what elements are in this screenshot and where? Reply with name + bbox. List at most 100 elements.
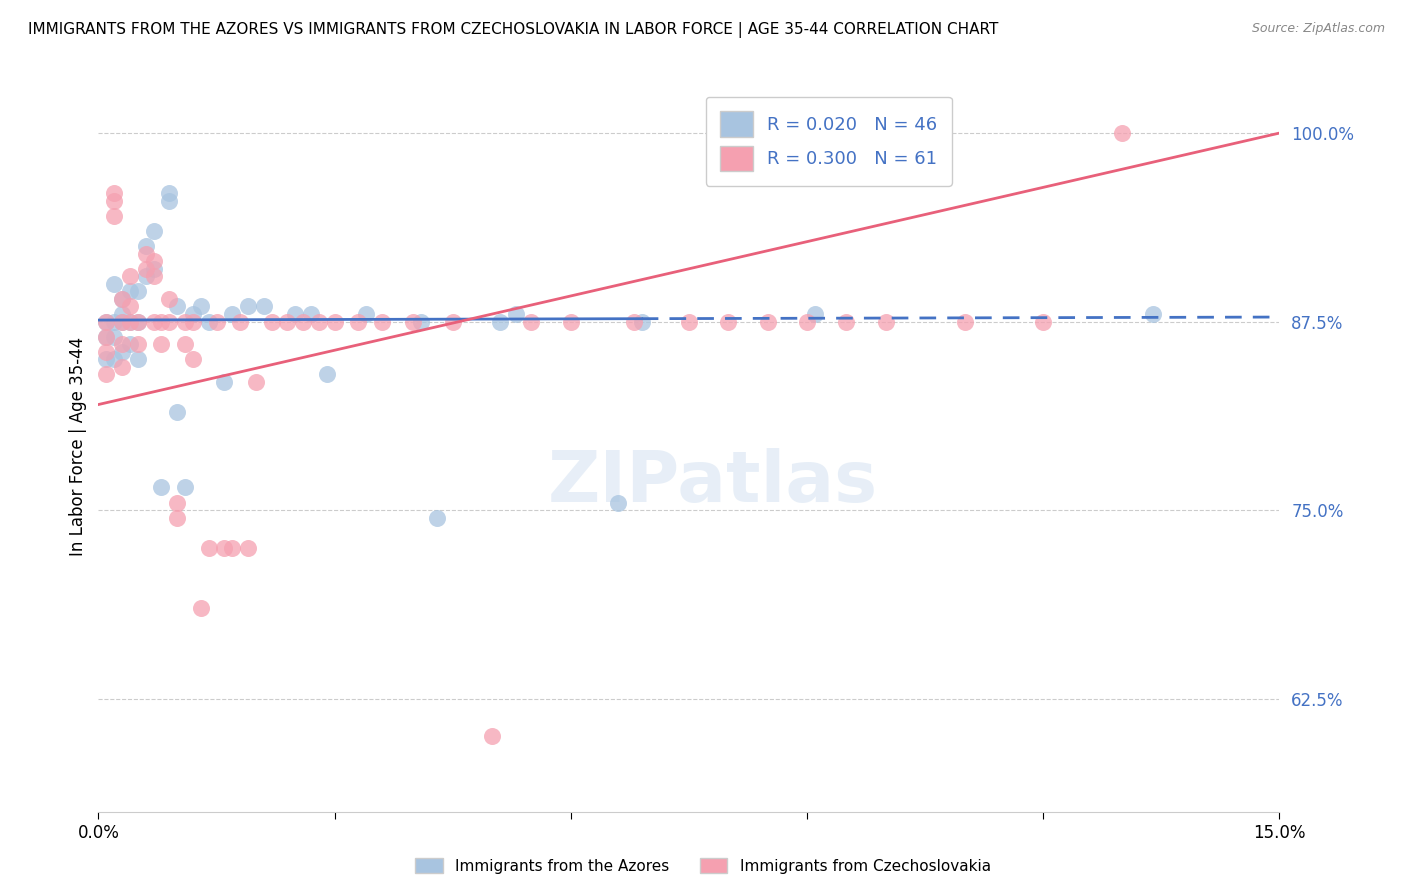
- Point: [796, 315, 818, 329]
- Legend: Immigrants from the Azores, Immigrants from Czechoslovakia: Immigrants from the Azores, Immigrants f…: [409, 852, 997, 880]
- Legend: R = 0.020   N = 46, R = 0.300   N = 61: R = 0.020 N = 46, R = 0.300 N = 61: [706, 96, 952, 186]
- Text: Source: ZipAtlas.com: Source: ZipAtlas.com: [1251, 22, 1385, 36]
- Point: [354, 307, 377, 321]
- Point: [135, 239, 157, 253]
- Point: [127, 337, 149, 351]
- Point: [166, 300, 188, 314]
- Point: [221, 307, 243, 321]
- Point: [103, 352, 125, 367]
- Point: [166, 495, 188, 509]
- Point: [489, 315, 512, 329]
- Point: [253, 300, 276, 314]
- Point: [875, 315, 897, 329]
- Point: [118, 337, 141, 351]
- Point: [118, 300, 141, 314]
- Point: [284, 307, 307, 321]
- Point: [111, 337, 134, 351]
- Point: [118, 269, 141, 284]
- Point: [96, 329, 118, 343]
- Point: [142, 254, 165, 268]
- Point: [118, 315, 141, 329]
- Point: [142, 269, 165, 284]
- Point: [103, 186, 125, 201]
- Point: [111, 315, 134, 329]
- Point: [1032, 315, 1054, 329]
- Point: [157, 315, 180, 329]
- Point: [150, 337, 173, 351]
- Point: [127, 285, 149, 299]
- Point: [520, 315, 543, 329]
- Point: [560, 315, 582, 329]
- Point: [103, 194, 125, 208]
- Point: [426, 510, 449, 524]
- Point: [96, 329, 118, 343]
- Point: [245, 375, 267, 389]
- Point: [166, 510, 188, 524]
- Point: [118, 285, 141, 299]
- Point: [111, 359, 134, 374]
- Point: [260, 315, 283, 329]
- Point: [96, 368, 118, 382]
- Point: [505, 307, 527, 321]
- Point: [111, 292, 134, 306]
- Point: [103, 329, 125, 343]
- Point: [717, 315, 740, 329]
- Point: [678, 315, 700, 329]
- Text: IMMIGRANTS FROM THE AZORES VS IMMIGRANTS FROM CZECHOSLOVAKIA IN LABOR FORCE | AG: IMMIGRANTS FROM THE AZORES VS IMMIGRANTS…: [28, 22, 998, 38]
- Point: [157, 292, 180, 306]
- Point: [111, 344, 134, 359]
- Point: [276, 315, 298, 329]
- Point: [118, 315, 141, 329]
- Point: [157, 194, 180, 208]
- Point: [157, 186, 180, 201]
- Point: [323, 315, 346, 329]
- Point: [127, 315, 149, 329]
- Point: [181, 315, 204, 329]
- Point: [135, 261, 157, 276]
- Point: [481, 729, 503, 743]
- Point: [229, 315, 252, 329]
- Point: [96, 344, 118, 359]
- Point: [174, 480, 197, 494]
- Point: [111, 307, 134, 321]
- Point: [127, 352, 149, 367]
- Point: [181, 307, 204, 321]
- Point: [103, 209, 125, 223]
- Point: [756, 315, 779, 329]
- Point: [607, 495, 630, 509]
- Point: [623, 315, 645, 329]
- Point: [236, 300, 259, 314]
- Point: [299, 307, 322, 321]
- Point: [96, 315, 118, 329]
- Point: [142, 224, 165, 238]
- Point: [181, 352, 204, 367]
- Point: [630, 315, 652, 329]
- Text: ZIPatlas: ZIPatlas: [547, 448, 877, 517]
- Point: [96, 315, 118, 329]
- Point: [142, 315, 165, 329]
- Point: [111, 292, 134, 306]
- Point: [127, 315, 149, 329]
- Point: [205, 315, 228, 329]
- Y-axis label: In Labor Force | Age 35-44: In Labor Force | Age 35-44: [69, 336, 87, 556]
- Point: [1111, 126, 1133, 140]
- Point: [236, 541, 259, 555]
- Point: [135, 246, 157, 260]
- Point: [804, 307, 827, 321]
- Point: [174, 315, 197, 329]
- Point: [402, 315, 425, 329]
- Point: [441, 315, 464, 329]
- Point: [197, 315, 219, 329]
- Point: [111, 315, 134, 329]
- Point: [166, 405, 188, 419]
- Point: [150, 480, 173, 494]
- Point: [190, 601, 212, 615]
- Point: [96, 352, 118, 367]
- Point: [221, 541, 243, 555]
- Point: [135, 269, 157, 284]
- Point: [308, 315, 330, 329]
- Point: [197, 541, 219, 555]
- Point: [142, 261, 165, 276]
- Point: [347, 315, 370, 329]
- Point: [371, 315, 394, 329]
